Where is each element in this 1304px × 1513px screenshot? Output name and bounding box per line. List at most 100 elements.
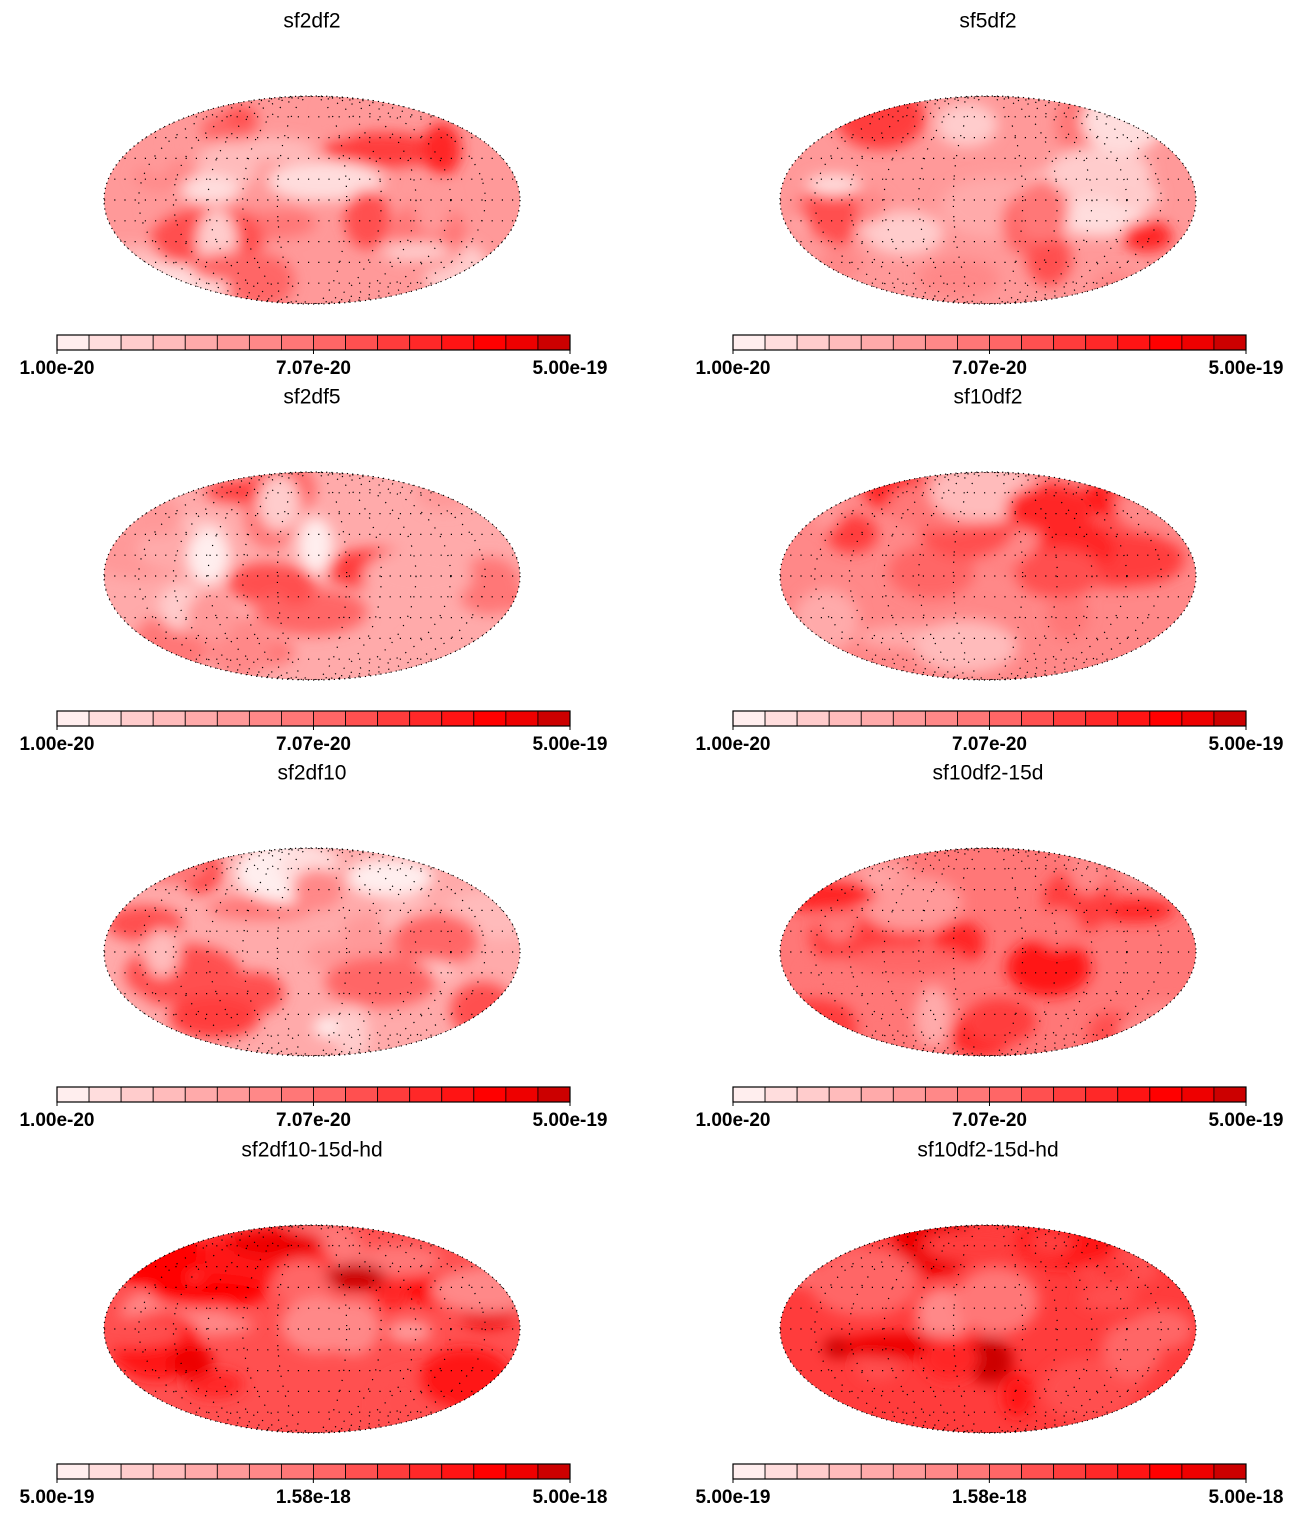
map-outline [779, 1224, 1197, 1434]
colorbar-band [1181, 334, 1215, 351]
map-blob [382, 241, 453, 262]
map-blob [1047, 146, 1152, 200]
map-blob [935, 102, 998, 147]
colorbar-tick-label: 1.00e-20 [695, 1110, 770, 1131]
colorbar-band [1213, 334, 1247, 351]
colorbar-band [152, 334, 186, 351]
map-blob [915, 985, 952, 1049]
colorbar-band [1181, 1086, 1215, 1103]
colorbar-band [924, 1086, 958, 1103]
colorbar-band [1021, 1463, 1055, 1480]
colorbar-band [732, 1463, 766, 1480]
panel: sf10df2-15d 1.00e-20 7.07e-20 5.00e-19 [695, 762, 1283, 1131]
sky-map [780, 848, 1196, 1056]
colorbar-tick-label: 1.00e-20 [695, 358, 770, 379]
graticule [207, 96, 417, 304]
colorbar-band [892, 1463, 926, 1480]
colorbar-band [828, 1463, 862, 1480]
map-blob [338, 480, 379, 525]
colorbar-band [281, 1086, 314, 1103]
colorbar-band [732, 334, 766, 351]
panel-title: sf10df2-15d-hd [917, 1139, 1058, 1162]
map-blob [324, 956, 437, 1008]
map-blob [1122, 220, 1173, 253]
map-blob [856, 1351, 900, 1381]
colorbar-band [989, 1463, 1022, 1480]
panel-title: sf2df10-15d-hd [241, 1139, 382, 1162]
map-blob [414, 178, 452, 236]
map-blob [818, 247, 863, 280]
map-blob [135, 850, 211, 884]
colorbar-band [473, 710, 507, 727]
colorbar-band [1181, 1463, 1215, 1480]
map-blob [917, 258, 1000, 300]
map-blob [922, 1228, 1029, 1263]
graticule [814, 848, 1162, 1056]
colorbar-band [120, 710, 154, 727]
colorbar-band [473, 1463, 507, 1480]
map-blob [386, 1319, 432, 1343]
map-blob [1052, 198, 1146, 237]
colorbar-band [377, 334, 411, 351]
map-blob [1005, 483, 1094, 534]
colorbar-band [216, 334, 250, 351]
panel: sf10df2-15d-hd 5.00e-19 1.58e-18 5.00e-18 [695, 1139, 1283, 1508]
colorbar-band [120, 1463, 154, 1480]
colorbar-band [796, 1086, 830, 1103]
graticule [138, 96, 486, 304]
colorbar-tick-label: 1.58e-18 [276, 1487, 351, 1508]
colorbar-band [1149, 334, 1183, 351]
graticule [848, 96, 1128, 304]
map-blob [181, 174, 240, 204]
map-blob [1028, 1228, 1073, 1258]
panel: sf2df10 1.00e-20 7.07e-20 5.00e-19 [19, 762, 607, 1131]
map-blob [325, 1263, 387, 1291]
map-outline [103, 847, 521, 1057]
colorbar-band [989, 710, 1022, 727]
map-blob [914, 619, 1018, 674]
sky-map [780, 96, 1196, 304]
colorbar-band [957, 334, 990, 351]
graticule [848, 1225, 1128, 1433]
map-blob [1006, 938, 1091, 997]
map-blob [391, 912, 480, 967]
panel-title: sf10df2-15d [933, 762, 1044, 785]
map-blob [780, 877, 876, 912]
panel-title: sf10df2 [954, 386, 1023, 409]
colorbar-band [828, 334, 862, 351]
map-blob [229, 1228, 324, 1258]
colorbar-band [152, 710, 186, 727]
colorbar-tick-label: 5.00e-18 [532, 1487, 607, 1508]
colorbar-band [505, 334, 539, 351]
colorbar-band [1053, 710, 1087, 727]
map-outline [779, 95, 1197, 305]
graticule [883, 472, 1093, 680]
colorbar-band [860, 710, 894, 727]
sky-map [104, 96, 520, 304]
colorbar-band [1213, 710, 1247, 727]
map-outline [103, 471, 521, 681]
graticule [883, 96, 1093, 304]
map-blob [421, 123, 462, 176]
colorbar-band [924, 334, 958, 351]
map-blob [818, 179, 859, 247]
map-blob [1092, 270, 1141, 304]
colorbar-band [56, 1463, 90, 1480]
colorbar-band [441, 710, 475, 727]
map-blob [140, 107, 174, 178]
colorbar-band [989, 1086, 1022, 1103]
map-blob [811, 484, 843, 531]
colorbar-band [152, 1086, 186, 1103]
sky-map [104, 848, 520, 1056]
colorbar-band [473, 1086, 507, 1103]
colorbar-tick-label: 5.00e-19 [1208, 1110, 1283, 1131]
map-blob [224, 105, 258, 127]
colorbar-band [88, 334, 122, 351]
colorbar-tick-label: 7.07e-20 [952, 1110, 1027, 1131]
colorbar-band [88, 1463, 122, 1480]
colorbar-band [505, 1463, 539, 1480]
map-blob [322, 97, 358, 139]
graticule [242, 848, 382, 1056]
graticule [207, 472, 417, 680]
